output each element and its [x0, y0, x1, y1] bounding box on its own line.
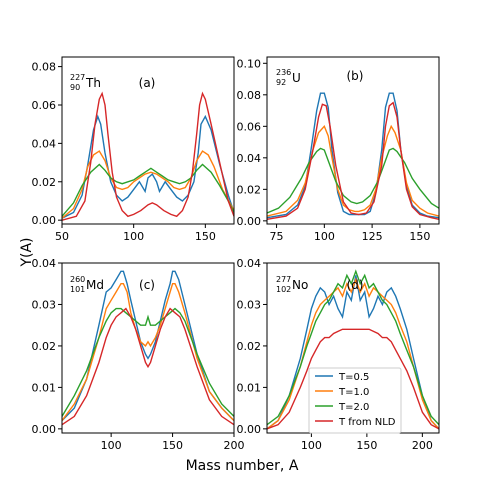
- x-tick-label: 150: [409, 230, 430, 243]
- mass-number: 227: [70, 73, 85, 82]
- y-tick-label: 0.10: [237, 57, 262, 70]
- y-tick-label: 0.00: [32, 423, 57, 436]
- axes-frame: [266, 56, 440, 225]
- y-tick-label: 0.02: [237, 183, 262, 196]
- y-tick-label: 0.03: [32, 298, 57, 311]
- x-tick-label: 100: [314, 230, 335, 243]
- series-line-t-1-0: [267, 277, 439, 430]
- panel-label: (c): [139, 278, 155, 292]
- atomic-number: 90: [70, 83, 80, 92]
- legend-entry: T=1.0: [338, 387, 369, 398]
- series-line-t-2-0: [267, 269, 439, 426]
- series-line-t-2-0: [62, 307, 234, 417]
- series-line-t-from-nld: [267, 101, 439, 220]
- y-tick-label: 0.00: [237, 215, 262, 228]
- y-tick-label: 0.00: [237, 423, 262, 436]
- y-tick-label: 0.06: [237, 120, 262, 133]
- x-axis-label: Mass number, A: [186, 458, 299, 474]
- panel-label: (d): [347, 278, 364, 292]
- series-line-t-from-nld: [267, 328, 439, 430]
- y-tick-label: 0.04: [237, 152, 262, 165]
- x-tick-label: 50: [55, 230, 69, 243]
- atomic-number: 101: [70, 285, 85, 294]
- x-tick-label: 200: [412, 439, 433, 452]
- atomic-number: 102: [276, 285, 291, 294]
- y-tick-label: 0.01: [237, 381, 262, 394]
- panel-label: (b): [347, 69, 364, 83]
- series-line-t-0-5: [62, 114, 234, 219]
- legend-entry: T=2.0: [338, 402, 369, 413]
- legend-entry: T=0.5: [338, 372, 369, 383]
- y-tick-label: 0.04: [237, 257, 262, 270]
- y-tick-label: 0.03: [237, 298, 262, 311]
- x-tick-label: 150: [195, 230, 216, 243]
- y-tick-label: 0.02: [237, 340, 262, 353]
- series-line-t-1-0: [62, 283, 234, 422]
- x-tick-label: 125: [362, 230, 383, 243]
- x-tick-label: 100: [101, 439, 122, 452]
- y-tick-label: 0.01: [32, 381, 57, 394]
- x-tick-label: 200: [224, 439, 245, 452]
- element-symbol: Th: [85, 76, 101, 90]
- x-tick-label: 75: [270, 230, 284, 243]
- element-symbol: U: [292, 71, 301, 85]
- legend-entry: T from NLD: [338, 417, 396, 428]
- x-tick-label: 150: [356, 439, 377, 452]
- y-tick-label: 0.06: [32, 99, 57, 112]
- atomic-number: 92: [276, 78, 286, 87]
- y-tick-label: 0.04: [32, 137, 57, 150]
- y-tick-label: 0.08: [237, 89, 262, 102]
- element-symbol: No: [292, 278, 308, 292]
- x-tick-label: 150: [162, 439, 183, 452]
- legend: T=0.5 T=1.0 T=2.0 T from NLD: [308, 367, 402, 434]
- x-tick-label: 100: [301, 439, 322, 452]
- legend-box: [308, 367, 402, 434]
- y-axis-label: Y(A): [19, 237, 35, 267]
- series-line-t-1-0: [62, 150, 234, 219]
- series-line-t-2-0: [62, 163, 234, 217]
- series-line-t-from-nld: [62, 307, 234, 426]
- panel-label: (a): [139, 76, 156, 90]
- series-line-t-0-5: [267, 275, 439, 430]
- series-line-t-0-5: [62, 270, 234, 422]
- panel-b: 75 100 125 150 0.00 0.02 0.04 0.06 0.08 0.10 (b) 23…: [237, 56, 440, 243]
- y-tick-label: 0.02: [32, 340, 57, 353]
- mass-number: 277: [276, 275, 291, 284]
- y-tick-label: 0.02: [32, 176, 57, 189]
- element-symbol: Md: [86, 278, 104, 292]
- mass-number: 260: [70, 275, 85, 284]
- mass-number: 236: [276, 68, 291, 77]
- y-tick-label: 0.00: [32, 214, 57, 227]
- series-line-t-from-nld: [62, 91, 234, 221]
- series-line-t-0-5: [267, 92, 439, 219]
- y-tick-label: 0.04: [32, 257, 57, 270]
- y-tick-label: 0.08: [32, 61, 57, 74]
- x-tick-label: 100: [123, 230, 144, 243]
- axes-frame: [61, 262, 235, 434]
- axes-frame: [61, 56, 235, 225]
- series-line-t-2-0: [267, 147, 439, 214]
